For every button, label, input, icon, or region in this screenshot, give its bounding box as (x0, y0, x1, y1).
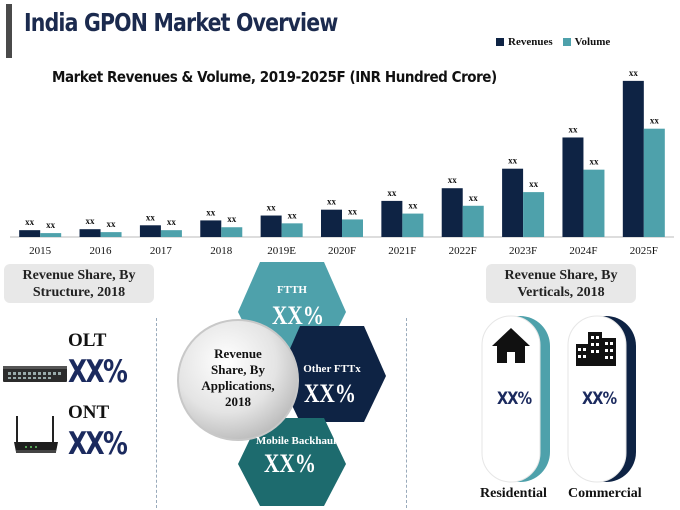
structure-olt-value: XX% (68, 354, 128, 390)
applications-hexagon-diagram: FTTH XX% Other FTTx XX% Mobile Backhaul … (177, 262, 386, 506)
data-label-volume-2018: xx (227, 214, 237, 224)
x-tick-label-2023F: 2023F (509, 245, 537, 257)
x-tick-label-2021F: 2021F (388, 245, 416, 257)
bar-revenues-2025F (622, 80, 644, 237)
applications-center-sphere (177, 319, 299, 441)
data-label-volume-2017: xx (167, 217, 177, 227)
bar-revenues-2023F (502, 168, 524, 237)
app-mobile-backhaul-value: XX% (264, 450, 316, 478)
olt-device-icon (3, 366, 67, 382)
vertical-residential-pill (481, 315, 550, 483)
data-label-volume-2015: xx (46, 220, 56, 230)
x-tick-label-2024F: 2024F (569, 245, 597, 257)
data-label-volume-2025F: xx (650, 116, 660, 126)
divider-left (156, 318, 157, 508)
divider-right (406, 318, 407, 508)
data-label-volume-2021F: xx (408, 201, 418, 211)
bar-revenues-2019E (260, 215, 282, 237)
x-tick-label-2022F: 2022F (449, 245, 477, 257)
data-label-volume-2024F: xx (589, 157, 599, 167)
data-label-revenues-2024F: xx (568, 124, 578, 134)
data-label-volume-2020F: xx (348, 206, 358, 216)
data-label-revenues-2021F: xx (387, 188, 397, 198)
bar-revenues-2021F (381, 200, 403, 237)
structure-olt-label: OLT (68, 330, 107, 351)
x-tick-label-2019E: 2019E (267, 245, 296, 257)
data-label-revenues-2016: xx (86, 216, 96, 226)
chart-subtitle: Market Revenues & Volume, 2019-2025F (IN… (52, 68, 497, 86)
verticals-heading: Revenue Share, By Verticals, 2018 (486, 264, 636, 303)
data-label-volume-2023F: xx (529, 179, 539, 189)
structure-ont-label: ONT (68, 402, 110, 423)
app-mobile-backhaul-label: Mobile Backhaul (256, 435, 336, 447)
x-tick-label-2017: 2017 (150, 245, 173, 257)
data-label-revenues-2019E: xx (267, 203, 277, 213)
bar-revenues-2016 (79, 229, 101, 237)
chart-legend: Revenues Volume (496, 36, 610, 48)
data-label-revenues-2025F: xx (629, 68, 639, 78)
bar-revenues-2022F (441, 188, 463, 237)
house-icon (492, 328, 530, 363)
bar-volume-2016 (100, 232, 122, 237)
data-label-volume-2022F: xx (469, 193, 479, 203)
structure-heading: Revenue Share, By Structure, 2018 (4, 264, 154, 303)
vertical-commercial-value: XX% (582, 389, 617, 409)
data-label-volume-2016: xx (107, 219, 117, 229)
bar-volume-2015 (40, 233, 62, 237)
data-label-volume-2019E: xx (288, 210, 298, 220)
bar-revenues-2017 (139, 225, 161, 237)
bar-volume-2018 (221, 227, 243, 237)
title-accent-bar (6, 4, 12, 58)
legend-label-volume: Volume (574, 36, 611, 48)
x-tick-label-2020F: 2020F (328, 245, 356, 257)
revenue-volume-bar-chart: xx xx 2015 xx xx 2016 xx xx 2017 xx xx 2018 xx xx 2019… (10, 68, 674, 257)
page-title: India GPON Market Overview (24, 8, 338, 37)
legend-item-revenues: Revenues (496, 36, 553, 48)
bar-volume-2022F (462, 205, 484, 237)
legend-item-volume: Volume (562, 36, 611, 48)
bar-revenues-2015 (19, 230, 41, 237)
app-other-fttx-label: Other FTTx (303, 363, 361, 375)
bar-volume-2019E (281, 223, 303, 237)
app-ftth-label: FTTH (277, 284, 307, 296)
bar-volume-2020F (342, 219, 363, 237)
bar-volume-2021F (402, 213, 424, 237)
legend-swatch-revenues (496, 38, 504, 46)
app-ftth-value: XX% (272, 302, 324, 330)
office-buildings-icon (576, 332, 616, 366)
data-label-revenues-2015: xx (25, 217, 35, 227)
vertical-residential-value: XX% (497, 389, 532, 409)
x-tick-label-2018: 2018 (210, 245, 233, 257)
vertical-commercial-pill (567, 315, 636, 483)
data-label-revenues-2023F: xx (508, 156, 518, 166)
data-label-revenues-2017: xx (146, 212, 156, 222)
data-label-revenues-2018: xx (206, 207, 216, 217)
ont-router-icon (14, 416, 58, 453)
data-label-revenues-2020F: xx (327, 197, 337, 207)
legend-label-revenues: Revenues (508, 36, 553, 48)
hexagon-mobile-backhaul (238, 418, 346, 506)
data-label-revenues-2022F: xx (448, 175, 458, 185)
bar-volume-2023F (523, 192, 545, 237)
hexagon-other-fttx (278, 326, 386, 422)
bar-revenues-2018 (200, 220, 222, 237)
vertical-residential-label: Residential (480, 486, 547, 501)
bar-revenues-2024F (562, 137, 584, 237)
applications-center-label: Revenue Share, By Applications, 2018 (201, 346, 274, 409)
vertical-commercial-label: Commercial (568, 486, 642, 501)
app-other-fttx-value: XX% (304, 380, 356, 408)
bar-revenues-2020F (321, 209, 342, 237)
x-tick-label-2015: 2015 (29, 245, 52, 257)
structure-ont-value: XX% (68, 426, 128, 462)
bar-volume-2025F (643, 128, 665, 237)
bar-volume-2024F (583, 169, 605, 237)
x-tick-label-2025F: 2025F (630, 245, 658, 257)
legend-swatch-volume (562, 38, 571, 46)
bar-volume-2017 (160, 230, 182, 237)
x-tick-label-2016: 2016 (90, 245, 113, 257)
